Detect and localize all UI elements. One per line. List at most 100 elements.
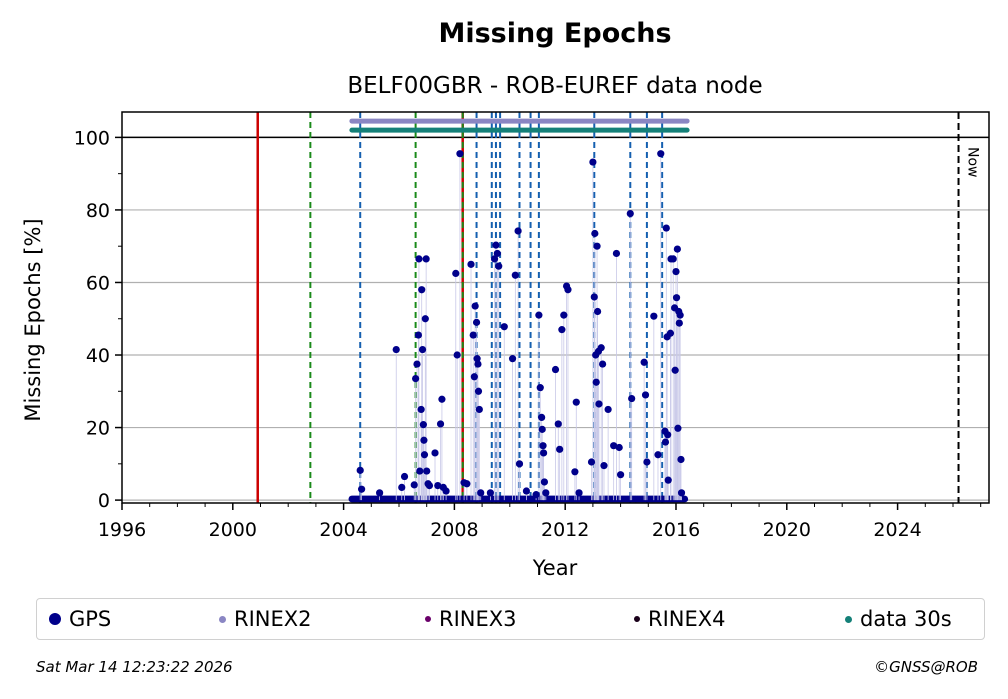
data-point xyxy=(612,249,621,258)
legend: GPS RINEX2 RINEX3 RINEX4 data 30s xyxy=(36,598,985,640)
data-point xyxy=(564,286,572,294)
legend-label: RINEX3 xyxy=(439,607,517,631)
data-point xyxy=(572,398,580,406)
x-tick-label: 1996 xyxy=(98,519,146,541)
data-point xyxy=(597,344,605,352)
data-point xyxy=(589,158,597,166)
grid-lines xyxy=(122,136,989,501)
data-point xyxy=(473,355,481,363)
data-point xyxy=(556,445,564,453)
x-tick-label: 2008 xyxy=(430,519,478,541)
data-point xyxy=(475,405,483,414)
data-point xyxy=(598,360,607,368)
data-point xyxy=(477,489,485,497)
data-point xyxy=(421,315,429,323)
data-point xyxy=(436,420,445,428)
data-point xyxy=(539,442,547,450)
data-points xyxy=(348,150,689,503)
legend-marker xyxy=(845,615,852,623)
data-point xyxy=(472,318,481,326)
legend-marker xyxy=(634,616,640,622)
now-label: Now xyxy=(965,147,981,178)
data-point xyxy=(650,312,658,320)
y-tick-label: 0 xyxy=(98,490,110,512)
data-point xyxy=(677,489,686,497)
data-point xyxy=(538,413,546,422)
data-point xyxy=(493,249,501,258)
data-point xyxy=(474,387,483,395)
data-point xyxy=(495,262,503,270)
data-point xyxy=(453,351,461,359)
data-point xyxy=(669,255,677,263)
data-point xyxy=(677,455,685,464)
data-point xyxy=(539,449,548,457)
data-point xyxy=(419,421,427,429)
data-point xyxy=(664,476,672,484)
data-point xyxy=(666,329,675,337)
data-point xyxy=(467,260,475,268)
legend-label: RINEX4 xyxy=(648,607,726,631)
data-point xyxy=(471,302,479,310)
data-point xyxy=(640,358,648,366)
x-tick-label: 2024 xyxy=(873,519,921,541)
data-point xyxy=(592,378,600,386)
x-axis-label: Year xyxy=(532,556,578,580)
data-point xyxy=(434,481,442,490)
legend-label: RINEX2 xyxy=(234,607,312,631)
data-point xyxy=(415,255,423,263)
data-point xyxy=(610,442,618,450)
data-point xyxy=(412,374,420,383)
data-point xyxy=(392,345,400,354)
legend-item: RINEX3 xyxy=(425,599,517,639)
data-point xyxy=(587,458,596,466)
data-point xyxy=(423,467,431,475)
legend-item: GPS xyxy=(49,599,111,639)
data-point xyxy=(486,489,495,497)
data-point xyxy=(358,485,366,493)
legend-item: RINEX4 xyxy=(634,599,726,639)
data-point xyxy=(356,466,364,474)
y-tick-label: 40 xyxy=(86,345,110,367)
data-point xyxy=(418,286,426,294)
data-point xyxy=(469,331,477,339)
y-axis-label: Missing Epochs [%] xyxy=(21,218,45,421)
legend-marker xyxy=(49,613,61,625)
data-point xyxy=(474,360,482,368)
data-point xyxy=(590,293,598,301)
data-point xyxy=(425,481,434,490)
x-tick-label: 2012 xyxy=(541,519,589,541)
footer-timestamp: Sat Mar 14 12:23:22 2026 xyxy=(36,658,233,676)
data-point xyxy=(463,480,471,488)
availability-bars xyxy=(349,118,690,133)
data-point xyxy=(560,311,568,319)
data-point xyxy=(604,405,612,414)
legend-label: data 30s xyxy=(860,607,952,631)
data-point xyxy=(558,326,566,334)
data-point xyxy=(514,227,522,235)
data-point xyxy=(595,400,603,408)
data-point xyxy=(410,481,418,489)
data-point xyxy=(661,438,670,446)
data-point xyxy=(654,451,662,459)
data-point xyxy=(675,319,683,327)
data-point xyxy=(508,355,517,363)
data-point xyxy=(674,424,682,432)
data-point xyxy=(456,150,464,158)
y-tick-label: 20 xyxy=(86,418,110,440)
x-tick-label: 2020 xyxy=(763,519,811,541)
data-point xyxy=(438,395,446,403)
data-point xyxy=(376,489,384,497)
data-point xyxy=(500,323,508,331)
data-point xyxy=(422,255,430,263)
data-point xyxy=(414,331,422,339)
x-tick-label: 2000 xyxy=(209,519,257,541)
data-point xyxy=(535,311,543,319)
data-point xyxy=(490,255,499,263)
data-point xyxy=(416,467,424,475)
data-point xyxy=(662,224,670,232)
data-point xyxy=(515,460,524,468)
data-point xyxy=(628,394,636,403)
data-point xyxy=(442,487,450,495)
data-point xyxy=(643,458,651,466)
data-point xyxy=(492,241,500,249)
